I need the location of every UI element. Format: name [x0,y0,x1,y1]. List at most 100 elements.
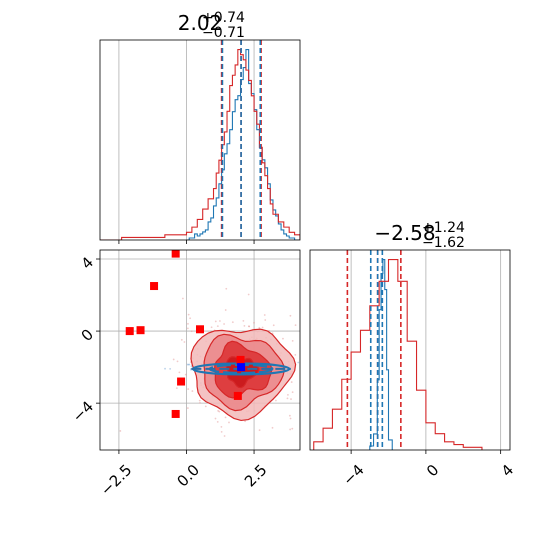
sample-dot [286,397,289,400]
axes-frame-top [99,39,301,241]
red-point-5 [177,377,186,386]
scatter-body [119,250,331,458]
title-top-main: 2.02 [178,11,223,35]
scat-xtick-label-1: 0.0 [173,461,203,491]
title-top-sub: −0.71 [202,25,245,41]
sample-dot [187,313,190,316]
sample-dot [119,430,122,432]
sample-dot [244,420,246,423]
sample-dot-blue [310,373,312,375]
br-series-1 [313,258,483,450]
sample-dot [290,381,293,383]
sample-dot [187,388,190,390]
sample-dot-blue [297,361,300,364]
sample-dot [191,390,194,392]
scat-ytick-label-2: 4 [78,253,97,272]
sample-dot [189,317,192,320]
sample-dot [243,324,246,327]
axes-frame-scatter [99,249,301,451]
sample-dot [261,326,264,329]
br-xtick-label-2: 4 [498,461,517,480]
red-point-8 [233,391,242,400]
sample-dot [275,399,277,402]
sample-dot [304,367,306,369]
panel-top-left-histogram: 2.02 +0.74 −0.71 [99,10,301,244]
sample-dot [247,325,250,328]
sample-dot [223,435,226,437]
scat-xtick-label-0: −2.5 [97,461,135,499]
sample-dot [272,324,275,327]
sample-dot-blue [308,377,310,379]
red-point-2 [125,327,134,336]
x-ticks-top [118,240,255,244]
sample-dot [198,399,201,402]
sample-dot [184,373,187,376]
red-point-7 [236,355,245,364]
top-series-0 [186,48,300,240]
red-point-1 [150,282,159,291]
br-xtick-label-0: −4 [339,461,367,489]
sample-dot [210,326,213,329]
title-br-sup: +1.24 [422,220,465,236]
sample-dot [186,327,189,330]
sample-dot-blue [169,367,172,370]
title-br-main: −2.58 [374,221,435,245]
sample-dot [253,321,255,324]
sample-dot [291,339,294,342]
sample-dot [180,338,183,341]
sample-dot [223,323,225,325]
title-top: 2.02 [178,11,223,35]
sample-dot [258,326,261,329]
red-point-6 [171,409,180,418]
sample-dot [164,456,166,458]
sample-dot [181,297,184,300]
scat-xtick-label-2: 2.5 [241,461,271,491]
top-series-1 [100,48,300,240]
sample-dot [204,405,207,408]
sample-dot [187,322,189,325]
quantile-lines-top [220,40,262,240]
histogram-lines-top [100,48,300,240]
sample-dot [288,414,291,417]
scat-ytick-label-1: 0 [78,325,97,344]
sample-dot [228,421,230,424]
quantile-lines-bottom-right [346,250,402,450]
panel-bottom-right-histogram: −4 0 4 −2.58 +1.24 −1.62 [309,220,517,489]
sample-dot [271,426,274,429]
sample-dot [216,325,219,328]
grid-top [118,40,255,240]
sample-dot-blue [303,371,305,373]
sample-dot-blue [187,363,190,366]
sample-dot [242,319,245,322]
title-top-sup: +0.74 [202,10,245,26]
sample-dot [287,393,289,396]
sample-dot [172,358,175,361]
sample-dot [306,407,308,409]
sample-dot [224,416,227,419]
sample-dot-blue [164,367,166,370]
sample-dot [220,425,223,428]
sample-dot [218,410,221,413]
sample-dot [214,320,217,323]
sample-dot [216,420,219,423]
y-ticks-scatter: −4 0 4 [69,253,100,426]
sample-dot [329,374,331,376]
sample-dot [219,320,221,322]
sample-dot [247,293,250,296]
sample-dot [258,429,261,432]
histogram-lines-bottom-right [313,258,483,450]
sample-dot [186,407,189,409]
blue-point [237,363,246,372]
sample-dot [264,319,267,321]
sample-dot [289,428,292,431]
x-ticks-bottom-right: −4 0 4 [339,450,517,489]
sample-dot [199,402,201,404]
red-points [125,250,245,418]
br-xtick-label-1: 0 [423,461,442,480]
sample-dot [175,387,178,390]
panel-bottom-left-scatter: −2.5 0.0 2.5 −4 0 4 [69,249,331,499]
sample-dot [231,321,234,324]
sample-dot [225,287,228,290]
title-br: −2.58 [374,221,435,245]
